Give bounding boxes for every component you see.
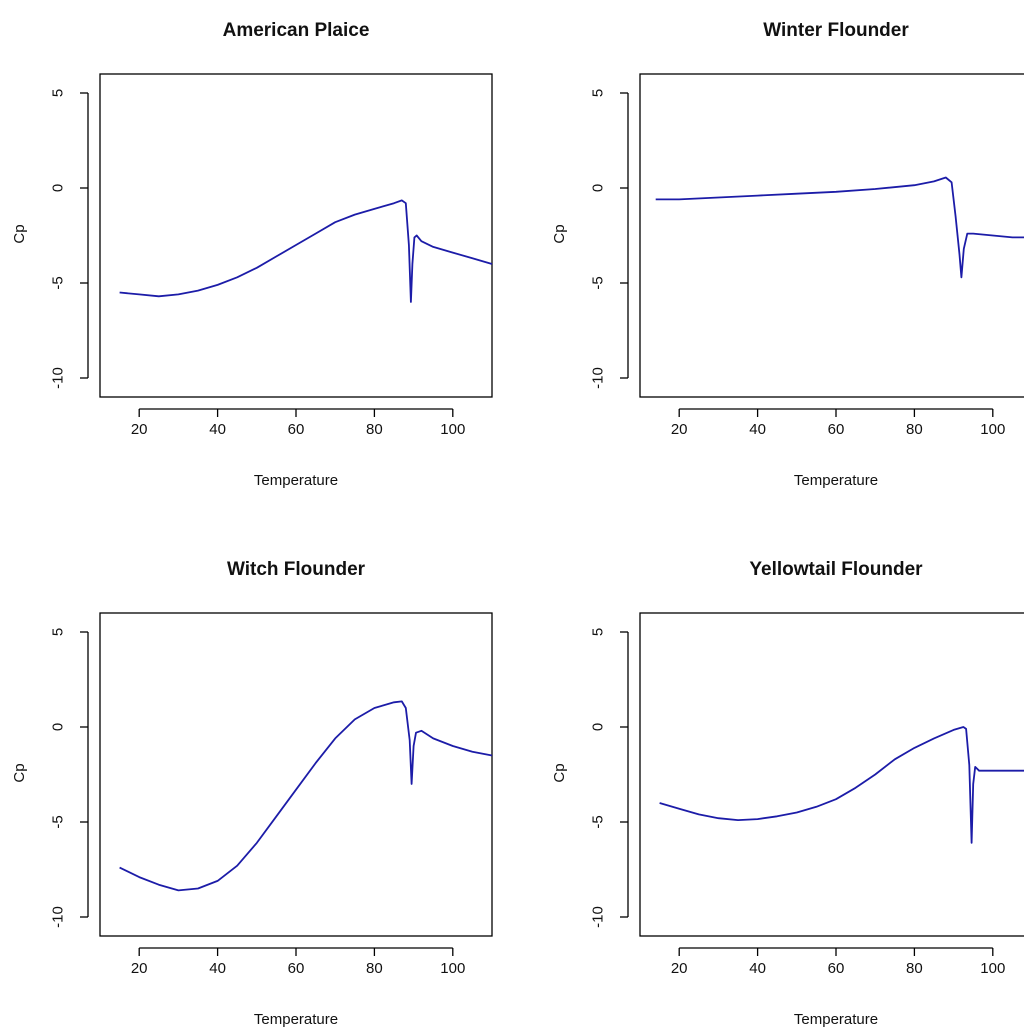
x-tick-label: 40 bbox=[749, 960, 766, 977]
y-tick-label: 5 bbox=[50, 628, 67, 636]
y-axis: -10 -5 0 5 bbox=[590, 89, 629, 389]
chart-title: Witch Flounder bbox=[227, 559, 366, 580]
y-axis-label: Cp bbox=[11, 224, 28, 243]
y-tick-label: -5 bbox=[50, 276, 67, 289]
x-axis-label: Temperature bbox=[254, 1011, 338, 1028]
x-tick-label: 60 bbox=[288, 421, 305, 438]
y-axis: -10 -5 0 5 bbox=[50, 89, 89, 389]
x-tick-label: 60 bbox=[828, 960, 845, 977]
x-axis-label: Temperature bbox=[794, 472, 878, 489]
x-tick-label: 100 bbox=[440, 421, 465, 438]
y-tick-label: -5 bbox=[590, 276, 607, 289]
y-axis: -10 -5 0 5 bbox=[590, 628, 629, 928]
series-group bbox=[119, 700, 493, 892]
y-tick-label: -10 bbox=[590, 906, 607, 928]
x-tick-label: 40 bbox=[209, 960, 226, 977]
x-tick-label: 100 bbox=[980, 421, 1005, 438]
series-line bbox=[119, 700, 493, 892]
y-tick-label: 0 bbox=[50, 184, 67, 192]
x-axis: 20 40 60 80 100 bbox=[671, 947, 1005, 977]
plot-frame bbox=[99, 612, 493, 937]
x-axis: 20 40 60 80 100 bbox=[131, 408, 465, 438]
x-axis-label: Temperature bbox=[794, 1011, 878, 1028]
x-tick-label: 80 bbox=[906, 960, 923, 977]
series-line bbox=[119, 199, 493, 303]
y-tick-label: 0 bbox=[590, 184, 607, 192]
y-tick-label: 5 bbox=[590, 89, 607, 97]
plot-frame bbox=[99, 73, 493, 398]
panel-yellowtail-flounder: Yellowtail Flounder 20 40 60 80 100 -10-505 … bbox=[551, 559, 1024, 1028]
panel-american-plaice: American Plaice 20 40 60 80 100 -10 -5 0 5 Temp… bbox=[11, 20, 493, 489]
y-tick-label: -5 bbox=[590, 815, 607, 828]
x-axis: 20 40 60 80 100 bbox=[671, 408, 1005, 438]
y-axis: -10 -5 0 5 bbox=[50, 628, 89, 928]
x-tick-label: 80 bbox=[906, 421, 923, 438]
x-tick-label: 20 bbox=[131, 421, 148, 438]
y-tick-label: 5 bbox=[590, 628, 607, 636]
x-tick-label: 60 bbox=[288, 960, 305, 977]
x-tick-label: 40 bbox=[209, 421, 226, 438]
x-tick-label: 20 bbox=[671, 960, 688, 977]
x-tick-label: 60 bbox=[828, 421, 845, 438]
y-tick-label: 0 bbox=[590, 723, 607, 731]
y-tick-label: -10 bbox=[590, 367, 607, 389]
x-tick-label: 20 bbox=[131, 960, 148, 977]
y-tick-label: -5 bbox=[50, 815, 67, 828]
y-axis-label: Cp bbox=[11, 763, 28, 782]
chart-title: American Plaice bbox=[223, 20, 370, 41]
x-tick-label: 20 bbox=[671, 421, 688, 438]
y-axis-label: Cp bbox=[551, 763, 568, 782]
panel-winter-flounder: Winter Flounder 20 40 60 80 100 -10 -5 0 5 Temp… bbox=[551, 20, 1024, 489]
x-axis-label: Temperature bbox=[254, 472, 338, 489]
x-tick-label: 80 bbox=[366, 960, 383, 977]
panel-witch-flounder: Witch Flounder 20 40 60 80 100 -10 -5 0 5 Tempe… bbox=[11, 559, 493, 1028]
plot-frame bbox=[639, 73, 1024, 398]
y-tick-label: -10 bbox=[50, 367, 67, 389]
series-group bbox=[655, 176, 1024, 279]
chart-title: Yellowtail Flounder bbox=[749, 559, 923, 580]
y-tick-label: 0 bbox=[50, 723, 67, 731]
y-axis-label: Cp bbox=[551, 224, 568, 243]
chart-title: Winter Flounder bbox=[763, 20, 909, 41]
y-tick-label: -10 bbox=[50, 906, 67, 928]
plot-frame bbox=[639, 612, 1024, 937]
y-tick-label: 5 bbox=[50, 89, 67, 97]
series-group bbox=[659, 726, 1024, 844]
series-line bbox=[659, 726, 1024, 844]
series-line bbox=[655, 176, 1024, 279]
x-tick-label: 40 bbox=[749, 421, 766, 438]
x-tick-label: 100 bbox=[440, 960, 465, 977]
series-group bbox=[119, 199, 493, 303]
x-tick-label: 100 bbox=[980, 960, 1005, 977]
x-axis: 20 40 60 80 100 bbox=[131, 947, 465, 977]
x-tick-label: 80 bbox=[366, 421, 383, 438]
